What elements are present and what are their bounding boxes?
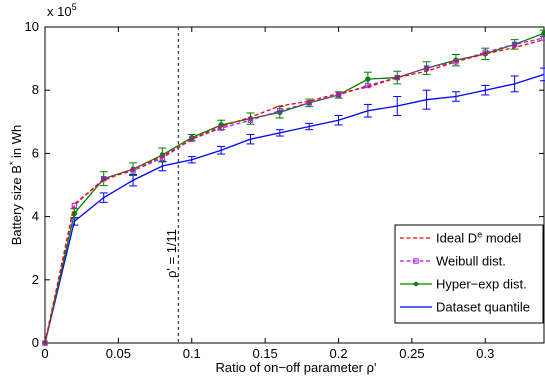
- rho-annotation: ρ' = 1/11: [164, 229, 179, 278]
- series-0: [44, 39, 545, 344]
- x-tick-label: 0.15: [252, 346, 277, 361]
- plot-area: [44, 26, 545, 344]
- series-line: [44, 73, 545, 344]
- y-axis-title: Battery size B* in Wh: [8, 125, 24, 246]
- data-point: [306, 100, 312, 106]
- legend-entry: Ideal De model: [400, 230, 521, 246]
- x-tick-label: 0.2: [329, 346, 347, 361]
- data-point: [365, 82, 371, 89]
- data-point: [71, 202, 78, 209]
- axis-ticks: 0 0.05 0.1 0.15 0.2 0.25 0.3 0 2 4 6 8 10: [25, 19, 544, 361]
- x-tick-label: 0: [41, 346, 48, 361]
- x-tick-label: 0.3: [476, 346, 494, 361]
- series-3: [44, 67, 545, 344]
- legend-label: Ideal De model: [436, 230, 521, 246]
- x-tick-label: 0.25: [399, 346, 424, 361]
- data-point: [189, 134, 195, 141]
- series-line: [44, 37, 545, 344]
- x-tick-label: 0.05: [106, 346, 131, 361]
- y-exponent-label: x 105: [47, 2, 77, 19]
- series-layer: [42, 29, 545, 346]
- y-tick-label: 2: [32, 272, 39, 287]
- y-tick-label: 0: [32, 335, 39, 350]
- series-line: [44, 32, 545, 344]
- x-tick-label: 0.1: [183, 346, 201, 361]
- legend-label: Hyper−exp dist.: [436, 277, 527, 292]
- y-tick-label: 8: [32, 82, 39, 97]
- data-point: [511, 41, 518, 48]
- legend-entry: Hyper−exp dist.: [400, 277, 527, 292]
- legend-entry: Weibull dist.: [400, 254, 506, 269]
- y-exponent-power: 5: [72, 2, 77, 12]
- legend-marker: [413, 281, 419, 287]
- series-line: [44, 39, 545, 344]
- data-point: [423, 65, 430, 71]
- legend-box: [394, 224, 544, 324]
- legend-label: Dataset quantile: [436, 300, 530, 315]
- y-tick-label: 10: [25, 19, 39, 34]
- legend-marker: [413, 258, 419, 264]
- legend: Ideal De model Weibull dist. Hyper−exp dis…: [394, 224, 544, 324]
- data-point: [277, 108, 283, 114]
- series-1: [42, 35, 545, 346]
- data-point: [247, 117, 254, 123]
- y-tick-label: 6: [32, 145, 39, 160]
- x-axis-title: Ratio of on−off parameter ρ': [215, 360, 376, 375]
- data-point: [189, 136, 195, 142]
- data-point: [482, 49, 488, 55]
- legend-entry: Dataset quantile: [400, 300, 530, 315]
- data-point: [365, 76, 371, 82]
- legend-label: Weibull dist.: [436, 254, 506, 269]
- y-tick-label: 4: [32, 209, 39, 224]
